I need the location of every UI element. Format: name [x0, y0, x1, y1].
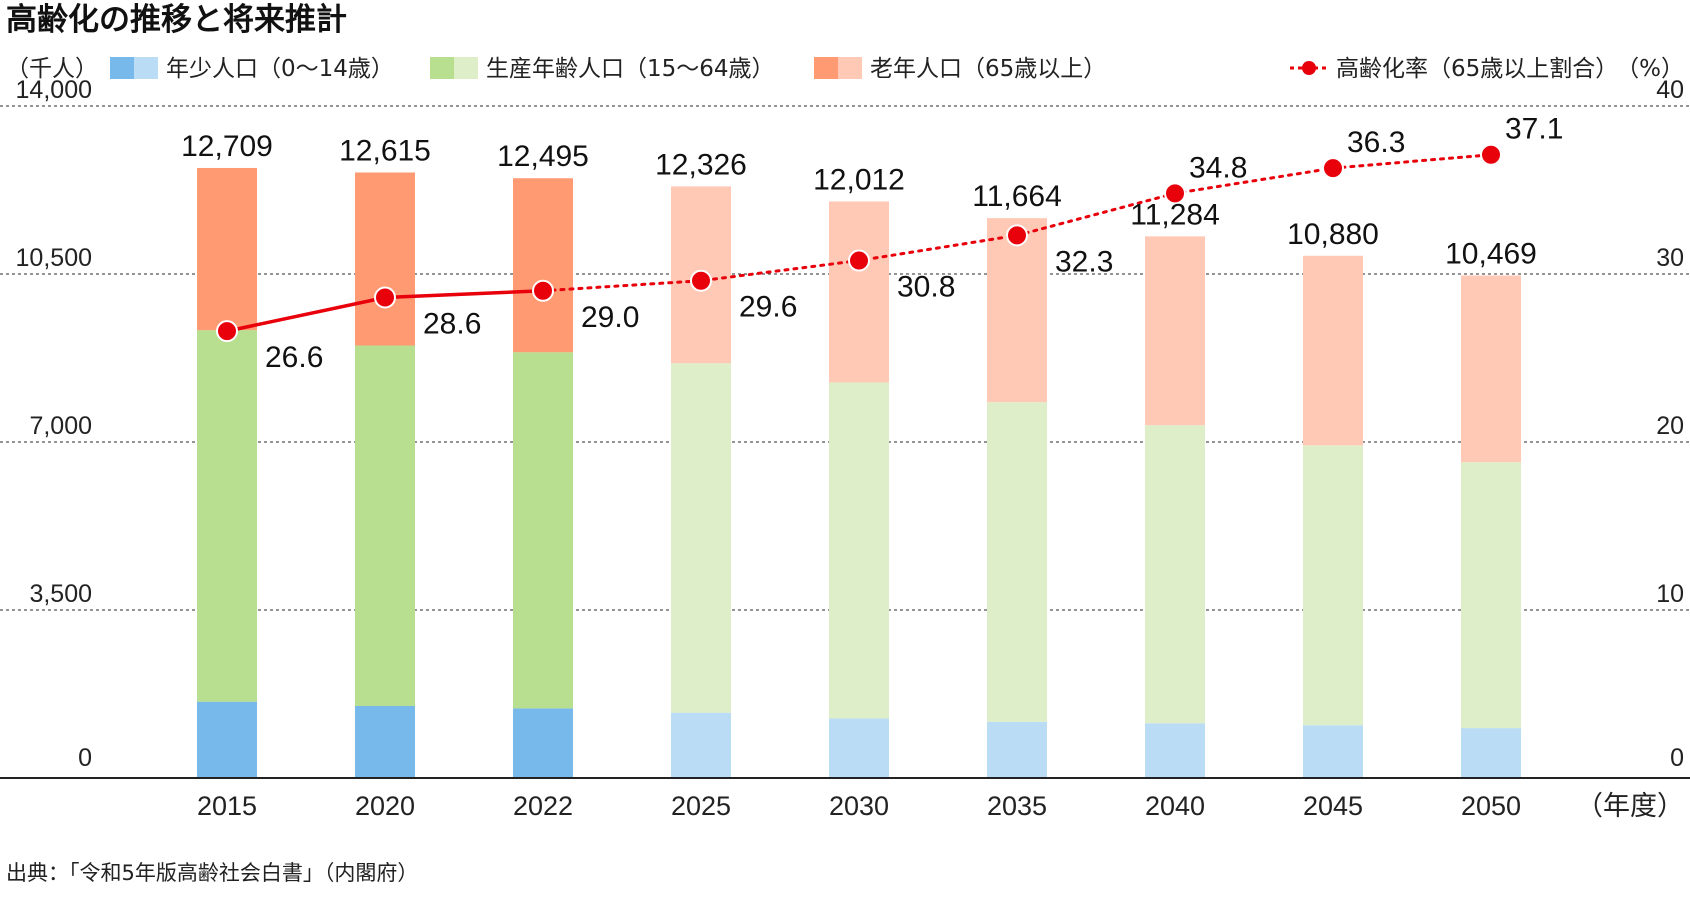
bar-segment-young	[1461, 728, 1521, 778]
bar-segment-elderly	[1145, 236, 1205, 426]
x-tick-label: 2035	[987, 791, 1047, 821]
bars	[197, 167, 1521, 778]
bar-segment-elderly	[1461, 275, 1521, 463]
y-tick-label: 3,500	[29, 580, 92, 608]
rate-point	[1006, 224, 1028, 247]
bar-segment-working	[987, 402, 1047, 722]
bar-segment-elderly	[987, 218, 1047, 403]
x-tick-label: 2020	[355, 791, 415, 821]
rate-point	[216, 320, 238, 343]
legend-swatch-elderly-projected	[838, 57, 862, 79]
rate-label: 36.3	[1347, 126, 1405, 159]
y2-tick-label: 10	[1656, 580, 1684, 608]
bar-segment-working	[513, 352, 573, 709]
rate-point	[532, 279, 554, 302]
bar-segment-working	[829, 382, 889, 719]
rate-label: 28.6	[423, 308, 481, 341]
x-tick-label: 2045	[1303, 791, 1363, 821]
legend-label-young: 年少人口（0～14歳）	[166, 56, 394, 82]
bar-segment-young	[197, 701, 257, 778]
legend-swatch-elderly-actual	[814, 57, 838, 79]
bar-segment-working	[671, 363, 731, 713]
total-label: 12,326	[655, 148, 747, 181]
total-label: 10,469	[1445, 237, 1537, 270]
bar-segment-working	[355, 345, 415, 706]
chart-title: 高齢化の推移と将来推計	[6, 2, 347, 38]
legend-swatch-working-actual	[430, 57, 454, 79]
source-note: 出典：「令和5年版高齢社会白書」（内閣府）	[6, 861, 418, 885]
bar-segment-working	[1145, 425, 1205, 724]
rate-point	[848, 249, 870, 272]
bar-segment-elderly	[829, 201, 889, 383]
bar-segment-young	[829, 718, 889, 778]
rate-point	[374, 286, 396, 309]
rate-point	[1164, 182, 1186, 205]
x-axis-unit-label: （年度）	[1576, 791, 1684, 821]
rate-label: 26.6	[265, 341, 323, 374]
y-tick-label: 7,000	[29, 412, 92, 440]
total-label: 12,615	[339, 134, 431, 167]
legend-label-elderly: 老年人口（65歳以上）	[870, 56, 1106, 82]
bar-segment-working	[197, 330, 257, 702]
legend-swatch-working-projected	[454, 57, 478, 79]
legend-swatch-young-actual	[110, 57, 134, 79]
x-tick-label: 2050	[1461, 791, 1521, 821]
x-tick-label: 2025	[671, 791, 731, 821]
legend: （千人） 年少人口（0～14歳） 生産年齢人口（15～64歳） 老年人口（65歳…	[6, 56, 1684, 82]
y2-tick-label: 30	[1656, 244, 1684, 272]
bar-segment-working	[1303, 445, 1363, 726]
rate-label: 34.8	[1189, 151, 1247, 184]
x-tick-label: 2040	[1145, 791, 1205, 821]
bar-segment-young	[1145, 723, 1205, 778]
bar-segment-elderly	[513, 178, 573, 353]
total-label: 11,284	[1130, 198, 1220, 231]
rate-point	[690, 269, 712, 292]
y-tick-label: 14,000	[16, 76, 92, 104]
legend-label-working: 生産年齢人口（15～64歳）	[486, 56, 775, 82]
bar-segment-elderly	[355, 172, 415, 346]
y-tick-label: 10,500	[16, 244, 92, 272]
bar-segment-working	[1461, 462, 1521, 729]
bar-segment-young	[671, 712, 731, 778]
x-tick-label: 2015	[197, 791, 257, 821]
rate-line	[216, 143, 1502, 343]
total-label: 10,880	[1287, 218, 1379, 251]
y2-tick-label: 20	[1656, 412, 1684, 440]
rate-point	[1322, 157, 1344, 180]
x-tick-label: 2022	[513, 791, 573, 821]
data-labels: 12,709 12,615 12,495 12,326 12,012 11,664 11,2…	[181, 113, 1563, 374]
total-label: 11,664	[972, 180, 1062, 213]
rate-label: 30.8	[897, 271, 955, 304]
total-label: 12,709	[181, 130, 273, 163]
y-tick-label: 0	[78, 744, 92, 772]
bar-segment-young	[355, 706, 415, 778]
rate-label: 29.6	[739, 291, 797, 324]
total-label: 12,495	[497, 140, 589, 173]
rate-label: 32.3	[1055, 245, 1113, 278]
y-axis-unit-label: （千人）	[6, 56, 98, 82]
x-tick-label: 2030	[829, 791, 889, 821]
y2-axis-unit-label: （%）	[1616, 56, 1684, 82]
y2-tick-label: 40	[1656, 76, 1684, 104]
bar-segment-young	[1303, 725, 1363, 778]
legend-label-rate: 高齢化率（65歳以上割合）	[1336, 56, 1618, 82]
y2-tick-label: 0	[1670, 744, 1684, 772]
legend-swatch-young-projected	[134, 57, 158, 79]
rate-point	[1480, 143, 1502, 166]
bar-segment-young	[513, 708, 573, 778]
rate-label: 29.0	[581, 301, 639, 334]
bar-segment-elderly	[197, 167, 257, 331]
total-label: 12,012	[813, 163, 905, 196]
legend-marker-rate	[1302, 61, 1316, 75]
bar-segment-elderly	[1303, 255, 1363, 446]
bar-segment-young	[987, 721, 1047, 778]
rate-label: 37.1	[1505, 113, 1563, 146]
